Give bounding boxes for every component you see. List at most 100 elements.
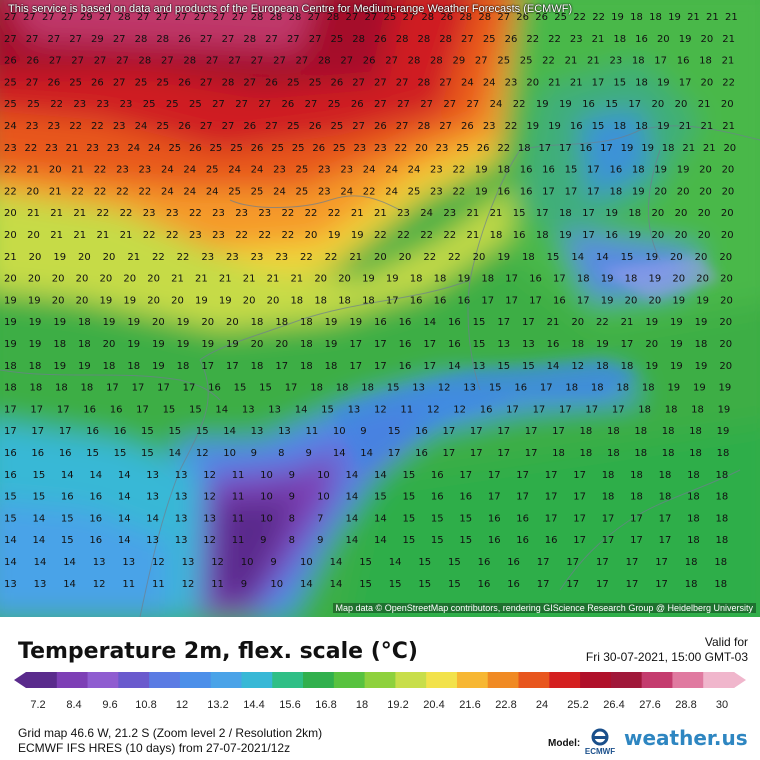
grid-value: 25 bbox=[520, 56, 533, 67]
grid-value: 21 bbox=[467, 230, 480, 241]
grid-value: 25 bbox=[456, 143, 469, 154]
scale-tick-label: 8.4 bbox=[66, 699, 81, 711]
grid-value: 21 bbox=[26, 165, 39, 176]
grid-value: 23 bbox=[275, 252, 288, 263]
grid-value: 21 bbox=[349, 252, 362, 263]
grid-value: 20 bbox=[415, 143, 428, 154]
map-canvas: 27 27 27 27 29 27 28 27 27 27 27 27 27 28 28 28 27 28 27 27… bbox=[0, 0, 760, 617]
grid-value: 17 bbox=[628, 99, 641, 110]
grid-value: 23 bbox=[116, 165, 129, 176]
grid-value: 25 bbox=[251, 186, 264, 197]
grid-value: 18 bbox=[714, 579, 727, 590]
grid-value: 21 bbox=[490, 208, 503, 219]
grid-value: 18 bbox=[78, 317, 91, 328]
grid-value: 21 bbox=[467, 208, 480, 219]
grid-value: 26 bbox=[4, 56, 17, 67]
grid-value: 17 bbox=[423, 339, 436, 350]
grid-value: 23 bbox=[570, 34, 583, 45]
grid-value: 19 bbox=[718, 404, 731, 415]
grid-value: 29 bbox=[91, 34, 104, 45]
grid-value: 17 bbox=[505, 274, 518, 285]
grid-value: 17 bbox=[573, 492, 586, 503]
weather-us-logo[interactable]: weather.us bbox=[624, 726, 748, 750]
grid-value: 25 bbox=[330, 121, 343, 132]
grid-value: 20 bbox=[103, 252, 116, 263]
grid-value: 21 bbox=[49, 186, 62, 197]
grid-value: 16 bbox=[514, 383, 527, 394]
grid-value: 24 bbox=[228, 165, 241, 176]
grid-value: 18 bbox=[518, 143, 531, 154]
grid-value: 17 bbox=[423, 361, 436, 372]
grid-value: 15 bbox=[168, 426, 181, 437]
grid-value: 17 bbox=[388, 448, 401, 459]
grid-value: 15 bbox=[321, 404, 334, 415]
grid-value: 26 bbox=[535, 12, 548, 23]
grid-value: 17 bbox=[443, 426, 456, 437]
grid-value: 17 bbox=[596, 557, 609, 568]
scale-max-arrow bbox=[734, 672, 746, 688]
osm-attribution[interactable]: Map data © OpenStreetMap contributors, r… bbox=[332, 603, 756, 613]
grid-value: 16 bbox=[83, 404, 96, 415]
grid-value: 19 bbox=[475, 186, 488, 197]
grid-value: 18 bbox=[362, 295, 375, 306]
grid-value: 16 bbox=[4, 470, 17, 481]
grid-value: 15 bbox=[431, 513, 444, 524]
grid-value: 13 bbox=[182, 557, 195, 568]
grid-value: 18 bbox=[338, 295, 351, 306]
grid-value: 17 bbox=[602, 513, 615, 524]
grid-value: 23 bbox=[318, 186, 331, 197]
grid-value: 17 bbox=[481, 295, 494, 306]
grid-value: 10 bbox=[300, 557, 313, 568]
grid-value: 22 bbox=[166, 230, 179, 241]
grid-value: 22 bbox=[71, 186, 84, 197]
grid-value: 20 bbox=[649, 295, 662, 306]
scale-color-segment bbox=[703, 672, 735, 688]
temperature-map[interactable]: 27 27 27 27 29 27 28 27 27 27 27 27 27 28 28 28 27 28 27 27… bbox=[0, 0, 760, 617]
grid-value: 14 bbox=[330, 579, 343, 590]
grid-value: 14 bbox=[547, 361, 560, 372]
grid-value: 26 bbox=[243, 121, 256, 132]
grid-value: 16 bbox=[415, 448, 428, 459]
grid-value: 13 bbox=[251, 426, 264, 437]
grid-value: 15 bbox=[389, 579, 402, 590]
grid-value: 24 bbox=[135, 121, 148, 132]
grid-value: 27 bbox=[273, 56, 286, 67]
grid-value: 27 bbox=[137, 12, 150, 23]
grid-value: 14 bbox=[118, 513, 131, 524]
grid-value: 19 bbox=[601, 295, 614, 306]
grid-value: 10 bbox=[223, 448, 236, 459]
scale-tick-label: 20.4 bbox=[423, 699, 444, 711]
grid-value: 25 bbox=[483, 34, 496, 45]
grid-value: 14 bbox=[423, 317, 436, 328]
ecmwf-attribution: This service is based on data and produc… bbox=[8, 3, 573, 15]
grid-value: 18 bbox=[4, 383, 17, 394]
grid-value: 25 bbox=[271, 143, 284, 154]
grid-value: 22 bbox=[592, 12, 605, 23]
grid-value: 28 bbox=[139, 56, 152, 67]
grid-value: 21 bbox=[687, 12, 700, 23]
grid-value: 25 bbox=[408, 186, 421, 197]
grid-value: 25 bbox=[69, 77, 82, 88]
grid-value: 27 bbox=[232, 12, 245, 23]
grid-value: 21 bbox=[621, 317, 634, 328]
grid-value: 13 bbox=[522, 339, 535, 350]
grid-value: 15 bbox=[259, 383, 272, 394]
grid-value: 28 bbox=[222, 77, 235, 88]
grid-value: 17 bbox=[488, 470, 501, 481]
grid-value: 15 bbox=[4, 492, 17, 503]
grid-value: 23 bbox=[483, 121, 496, 132]
grid-value: 19 bbox=[649, 274, 662, 285]
grid-value: 15 bbox=[114, 448, 127, 459]
grid-value: 19 bbox=[657, 77, 670, 88]
grid-value: 17 bbox=[596, 579, 609, 590]
scale-tick-label: 24 bbox=[536, 699, 548, 711]
grid-value: 23 bbox=[340, 165, 353, 176]
grid-value: 12 bbox=[438, 383, 451, 394]
grid-value: 18 bbox=[580, 448, 593, 459]
grid-value: 27 bbox=[258, 99, 271, 110]
grid-value: 25 bbox=[156, 121, 169, 132]
grid-value: 23 bbox=[45, 143, 58, 154]
grid-value: 19 bbox=[605, 208, 618, 219]
grid-value: 20 bbox=[719, 339, 732, 350]
grid-value: 21 bbox=[50, 230, 63, 241]
